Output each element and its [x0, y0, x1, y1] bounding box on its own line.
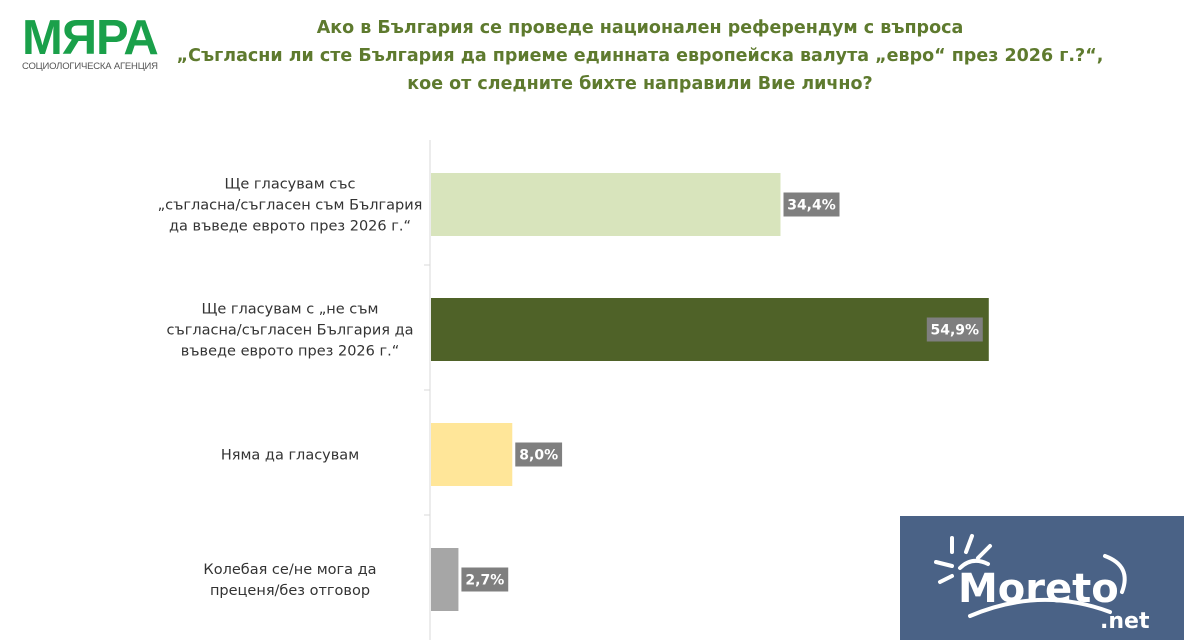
category-label: Ще гласувам с „не съм: [202, 302, 379, 318]
bar: [431, 423, 513, 486]
category-label: Колебая се/не мога да: [203, 562, 376, 578]
data-label-box: [783, 192, 840, 217]
data-label-box: [515, 442, 563, 467]
chart-title-line: Ако в България се проведе национален реф…: [316, 18, 964, 38]
logo: МЯРА СОЦИОЛОГИЧЕСКА АГЕНЦИЯ: [22, 11, 172, 73]
category-label: преценя/без отговор: [210, 583, 370, 599]
category-label: да въведе еврото през 2026 г.“: [169, 219, 411, 235]
data-label: 8,0%: [519, 448, 558, 464]
category-label: съгласна/съгласен България да: [166, 323, 413, 339]
category-label: въведе еврото през 2026 г.“: [181, 344, 399, 360]
data-label-box: [926, 317, 983, 342]
svg-text:Moreto: Moreto: [958, 566, 1119, 612]
svg-text:.net: .net: [1100, 609, 1150, 634]
moreto-logo-icon: Moreto .net: [934, 534, 1150, 634]
logo-subtitle: СОЦИОЛОГИЧЕСКА АГЕНЦИЯ: [22, 61, 158, 72]
category-label: Няма да гласувам: [221, 448, 359, 464]
data-label: 2,7%: [465, 573, 504, 589]
bar: [431, 298, 989, 361]
chart-title: Ако в България се проведе национален реф…: [170, 14, 1110, 98]
logo-name: МЯРА: [22, 11, 159, 65]
category-label: „съгласна/съгласен съм България: [158, 198, 423, 214]
bar: [431, 548, 459, 611]
chart-title-line: „Съгласни ли сте България да приеме един…: [176, 46, 1104, 66]
bar: [431, 173, 781, 236]
watermark: Moreto .net: [900, 516, 1184, 640]
data-label: 34,4%: [787, 198, 836, 214]
data-label-box: [461, 567, 509, 592]
chart-title-line: кое от следните бихте направили Вие личн…: [407, 74, 873, 94]
data-label: 54,9%: [930, 323, 979, 339]
category-label: Ще гласувам със: [225, 177, 356, 193]
